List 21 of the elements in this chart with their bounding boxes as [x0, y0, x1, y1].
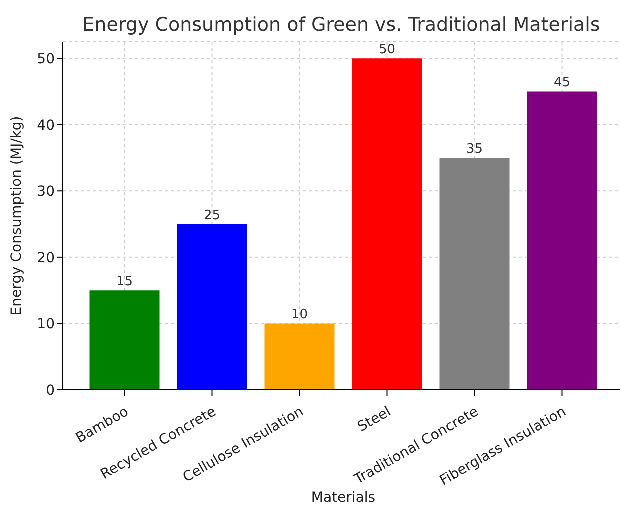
y-axis-title: Energy Consumption (MJ/kg) — [8, 116, 25, 316]
data-label: 50 — [378, 42, 396, 58]
data-label: 45 — [554, 76, 571, 91]
chart-title: Energy Consumption of Green vs. Traditional Materials — [82, 14, 602, 36]
data-label: 15 — [116, 274, 134, 290]
bar — [264, 324, 335, 390]
y-tick-label: 30 — [37, 184, 55, 200]
bar — [440, 158, 510, 390]
y-tick-label: 40 — [37, 118, 55, 134]
x-axis-title: Materials — [311, 490, 376, 506]
bar — [527, 92, 598, 390]
bar — [352, 58, 422, 390]
data-label: 35 — [466, 142, 484, 157]
y-tick-label: 10 — [37, 316, 55, 333]
y-tick-label: 20 — [37, 250, 55, 266]
data-label: 10 — [291, 308, 308, 323]
y-tick-label: 50 — [37, 52, 55, 68]
data-label: 25 — [204, 208, 221, 224]
bar — [90, 290, 160, 390]
bar — [177, 224, 248, 390]
y-tick-label: 0 — [46, 382, 55, 399]
